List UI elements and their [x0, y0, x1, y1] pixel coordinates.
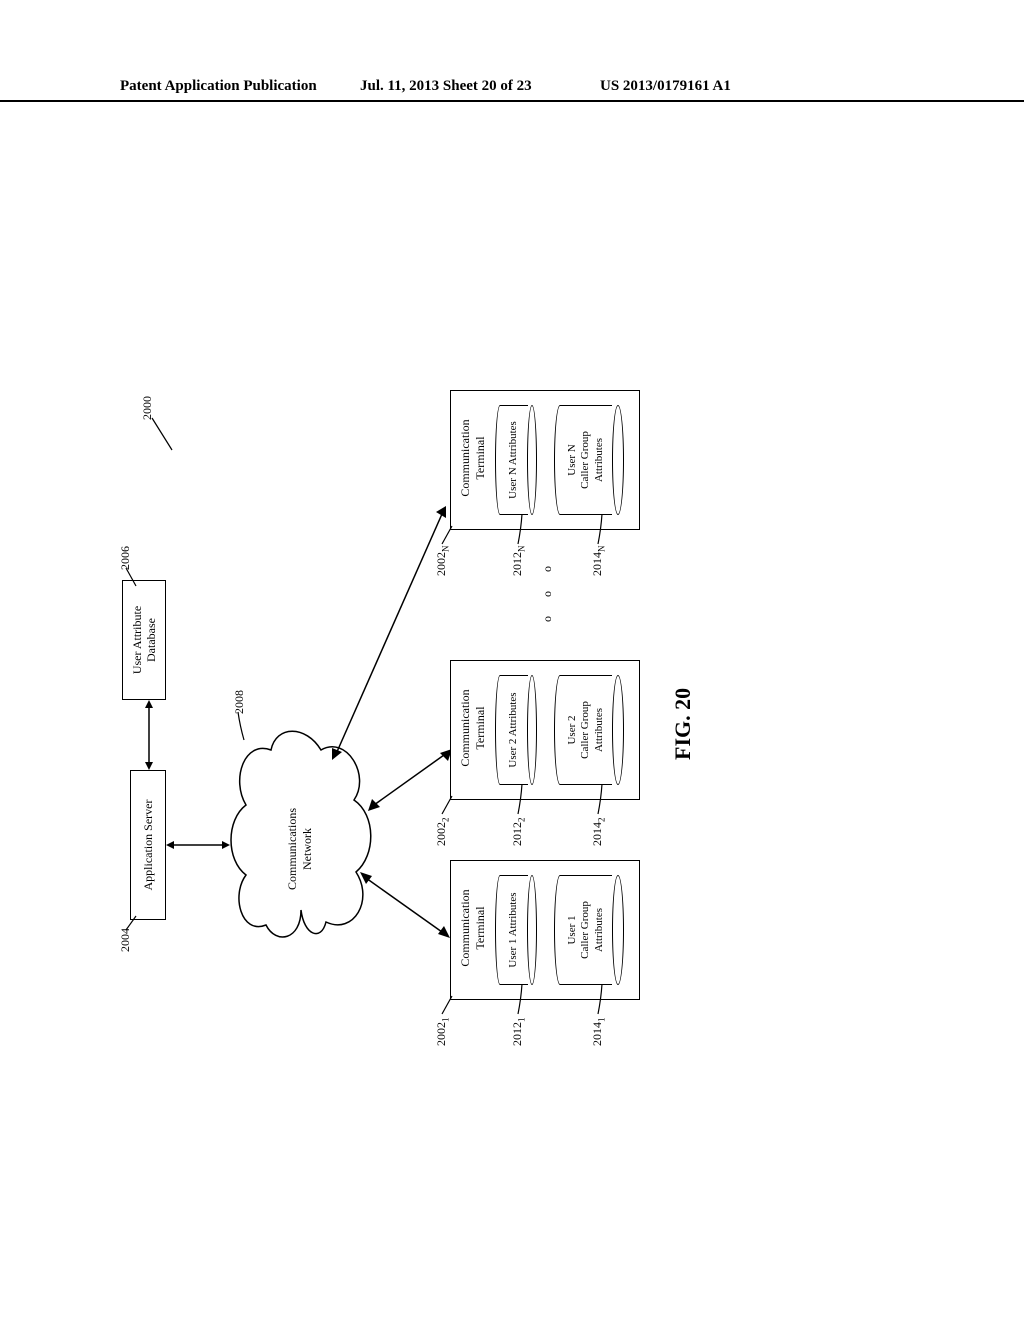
- terminal-2-label: Communication Terminal: [458, 678, 488, 778]
- ref-caller-2: 20142: [590, 818, 606, 847]
- arrow-server-db: [144, 700, 154, 770]
- terminal-n-caller-cyl: User N Caller Group Attributes: [560, 405, 618, 515]
- terminal-2-attr-cyl: User 2 Attributes: [500, 675, 532, 785]
- ellipsis: o o o: [540, 558, 555, 622]
- terminal-1-label: Communication Terminal: [458, 878, 488, 978]
- ref-caller-n: 2014N: [590, 546, 606, 577]
- ref-attr-2: 20122: [510, 818, 526, 847]
- ref-terminal-1: 20021: [434, 1018, 450, 1047]
- arrow-cloud-tn: [330, 502, 450, 762]
- terminal-1-caller-label: User 1 Caller Group Attributes: [566, 901, 606, 959]
- terminal-n-label: Communication Terminal: [458, 408, 488, 508]
- leader-c2: [596, 784, 606, 814]
- leader-t1: [442, 996, 456, 1014]
- figure-diagram: Application Server 2004 User Attribute D…: [130, 290, 870, 1010]
- arrow-cloud-t1: [360, 860, 450, 940]
- application-server-label: Application Server: [141, 800, 155, 891]
- leader-c1: [596, 984, 606, 1014]
- leader-user-attr-db: [126, 568, 140, 586]
- ref-app-server: 2004: [118, 928, 133, 952]
- user-attr-db-label: User Attribute Database: [130, 606, 159, 674]
- ref-attr-n: 2012N: [510, 546, 526, 577]
- ref-terminal-n: 2002N: [434, 546, 450, 577]
- leader-cn: [596, 514, 606, 544]
- terminal-2-attr-label: User 2 Attributes: [507, 692, 520, 767]
- ref-system: 2000: [140, 396, 155, 420]
- terminal-1-attr-cyl: User 1 Attributes: [500, 875, 532, 985]
- terminal-n-caller-label: User N Caller Group Attributes: [566, 431, 606, 489]
- leader-t2: [442, 796, 456, 814]
- ref-terminal-2: 20022: [434, 818, 450, 847]
- leader-a1: [516, 984, 526, 1014]
- ref-caller-1: 20141: [590, 1018, 606, 1047]
- leader-system: [152, 418, 172, 450]
- ref-attr-1: 20121: [510, 1018, 526, 1047]
- leader-tn: [442, 526, 456, 544]
- header-left: Patent Application Publication: [120, 78, 317, 95]
- arrow-server-cloud: [166, 840, 230, 850]
- terminal-n-attr-cyl: User N Attributes: [500, 405, 532, 515]
- application-server-box: Application Server: [130, 770, 166, 920]
- header-center: Jul. 11, 2013 Sheet 20 of 23: [360, 78, 532, 95]
- ref-network: 2008: [232, 690, 247, 714]
- terminal-1-caller-cyl: User 1 Caller Group Attributes: [560, 875, 618, 985]
- network-label: Communications Network: [285, 808, 315, 890]
- terminal-1-attr-label: User 1 Attributes: [507, 892, 520, 967]
- terminal-2-caller-label: User 2 Caller Group Attributes: [566, 701, 606, 759]
- header-right: US 2013/0179161 A1: [600, 78, 731, 95]
- leader-app-server: [126, 916, 140, 930]
- leader-network: [238, 712, 248, 740]
- figure-label: FIG. 20: [670, 688, 696, 760]
- page-header: Patent Application Publication Jul. 11, …: [0, 78, 1024, 102]
- leader-a2: [516, 784, 526, 814]
- terminal-n-attr-label: User N Attributes: [507, 421, 520, 499]
- terminal-2-caller-cyl: User 2 Caller Group Attributes: [560, 675, 618, 785]
- leader-an: [516, 514, 526, 544]
- ref-user-attr-db: 2006: [118, 546, 133, 570]
- user-attr-db-box: User Attribute Database: [122, 580, 166, 700]
